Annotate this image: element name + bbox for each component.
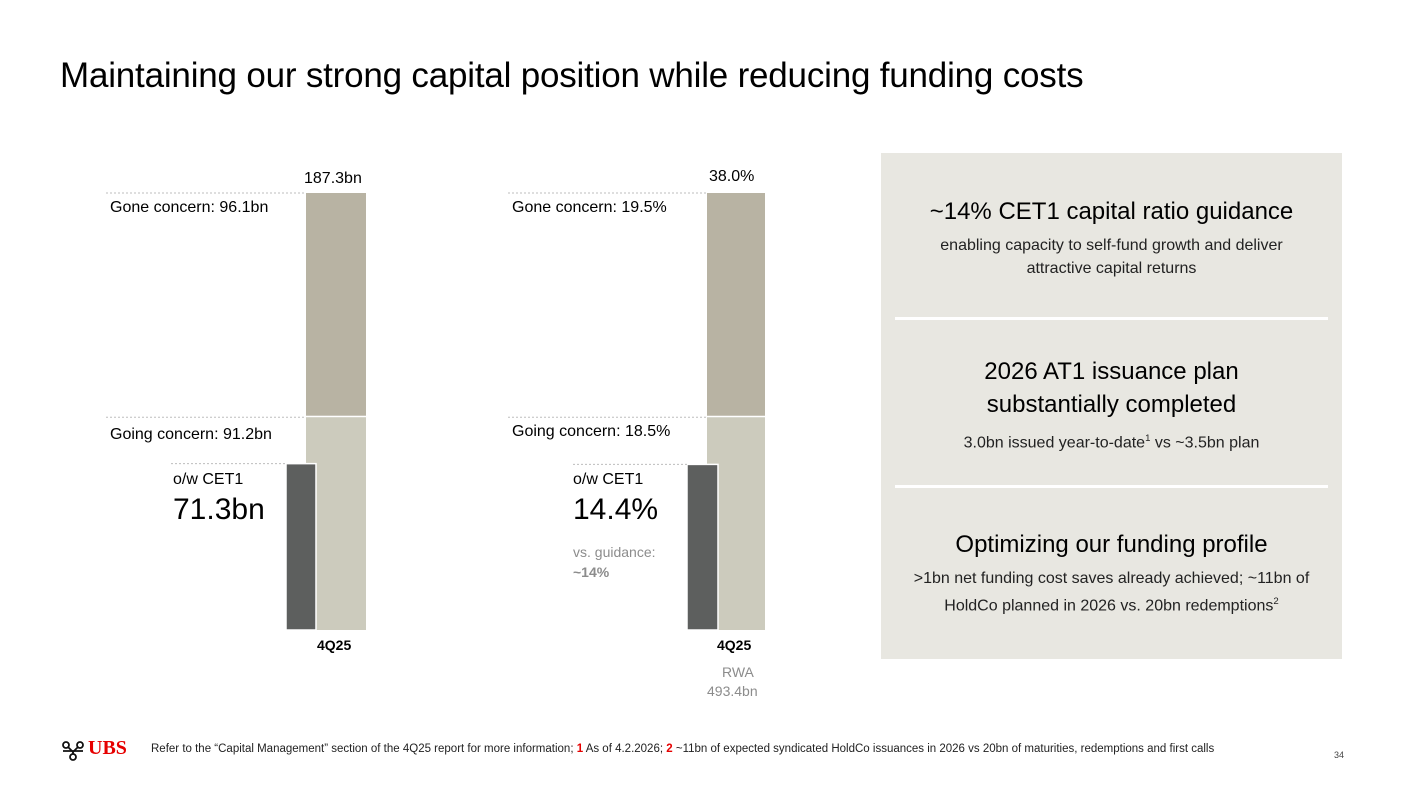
chart-2-guidance-value: ~14% xyxy=(573,564,610,580)
panel-heading-cet1: ~14% CET1 capital ratio guidance xyxy=(929,198,1294,225)
panel-body-at1-text-end: vs ~3.5bn plan xyxy=(1150,434,1260,452)
bar-cet1 xyxy=(285,462,317,631)
chart-capital-ratio: 38.0% Gone concern: 19.5% Going concern:… xyxy=(508,168,765,699)
ubs-logo: UBS xyxy=(88,737,127,759)
footnote-intro: Refer to the “Capital Management” sectio… xyxy=(151,743,574,755)
chart-1-going-label: Going concern: 91.2bn xyxy=(110,426,272,443)
panel-section-cet1: ~14% CET1 capital ratio guidance enablin… xyxy=(881,195,1342,280)
summary-panel: ~14% CET1 capital ratio guidance enablin… xyxy=(881,153,1342,659)
footnote-2-number: 2 xyxy=(666,743,673,755)
ubs-keys-icon xyxy=(62,741,84,761)
panel-divider xyxy=(895,317,1328,320)
chart-1-x-tick: 4Q25 xyxy=(317,637,352,653)
chart-2-cet1-value: 14.4% xyxy=(573,493,659,526)
footnote-ref-1: 1 xyxy=(1145,433,1151,444)
panel-body-funding-text: >1bn net funding cost saves already achi… xyxy=(913,570,1310,615)
chart-2-total-label: 38.0% xyxy=(709,168,755,185)
chart-1-cet1-value: 71.3bn xyxy=(173,493,265,526)
footnote-ref-2: 2 xyxy=(1273,596,1279,607)
chart-2-gone-label: Gone concern: 19.5% xyxy=(512,199,667,216)
footnote-1-number: 1 xyxy=(576,743,584,755)
chart-1-gone-label: Gone concern: 96.1bn xyxy=(110,199,269,216)
bar-gone-concern xyxy=(306,193,366,416)
panel-body-at1-text: 3.0bn issued year-to-date xyxy=(963,434,1146,452)
chart-2-going-label: Going concern: 18.5% xyxy=(512,423,671,440)
panel-body-at1: 3.0bn issued year-to-date1 vs ~3.5bn pla… xyxy=(881,427,1342,454)
chart-2-guidance-label: vs. guidance: xyxy=(573,544,656,560)
chart-2-cet1-label: o/w CET1 xyxy=(573,471,644,488)
footnote-1-text: As of 4.2.2026; xyxy=(585,743,664,755)
chart-capital-amount: 187.3bn Gone concern: 96.1bn Going conce… xyxy=(106,170,366,653)
panel-heading-funding: Optimizing our funding profile xyxy=(955,531,1268,558)
chart-2-x-tick: 4Q25 xyxy=(717,637,752,653)
panel-section-at1: 2026 AT1 issuance plan substantially com… xyxy=(881,355,1342,454)
footnote-2-text: ~11bn of expected syndicated HoldCo issu… xyxy=(675,743,1215,755)
panel-divider xyxy=(895,485,1328,488)
panel-heading-at1: 2026 AT1 issuance plan substantially com… xyxy=(984,358,1239,418)
chart-2-svg xyxy=(508,192,765,631)
chart-2-rwa-label: RWA xyxy=(722,664,754,680)
chart-1-total-label: 187.3bn xyxy=(304,170,362,187)
panel-section-funding: Optimizing our funding profile >1bn net … xyxy=(881,528,1342,617)
panel-body-cet1: enabling capacity to self-fund growth an… xyxy=(940,237,1283,277)
chart-1-svg xyxy=(106,192,366,631)
footnote: Refer to the “Capital Management” sectio… xyxy=(151,741,1311,757)
chart-1-cet1-label: o/w CET1 xyxy=(173,471,244,488)
page-number: 34 xyxy=(1334,750,1345,760)
page-title: Maintaining our strong capital position … xyxy=(60,56,1084,95)
panel-body-funding: >1bn net funding cost saves already achi… xyxy=(881,567,1342,617)
bar-gone-concern xyxy=(707,193,765,416)
bar-cet1 xyxy=(686,463,719,631)
chart-2-rwa-value: 493.4bn xyxy=(707,683,758,699)
